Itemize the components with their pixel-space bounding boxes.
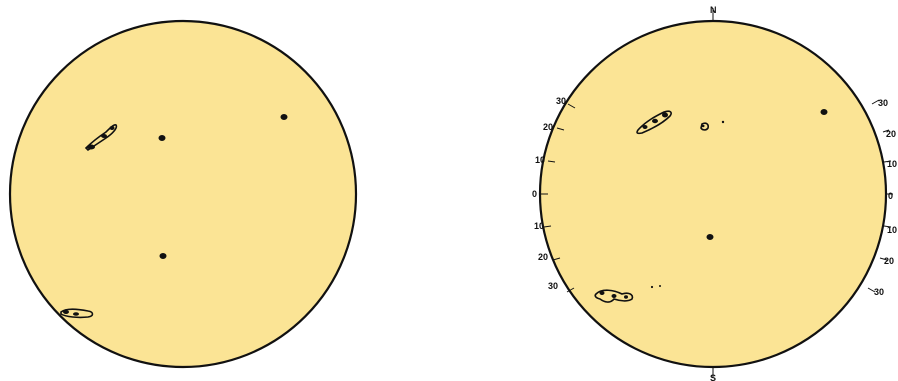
lat-label-left-2: 20 <box>543 122 553 132</box>
right-spot-group-lower <box>594 285 661 303</box>
lat-label-left-5: 10 <box>534 221 544 231</box>
lat-label-left-7: 30 <box>548 281 558 291</box>
right-spot-upper-right <box>820 109 828 115</box>
left-solar-disk <box>8 19 358 369</box>
lat-label-right-4: 0 <box>888 191 893 201</box>
lat-label-right-5: 10 <box>887 225 897 235</box>
lat-label-left-6: 20 <box>538 252 548 262</box>
lat-label-right-1: 30 <box>878 98 888 108</box>
lat-label-right-2: 20 <box>886 129 896 139</box>
left-spot-group-lower <box>60 308 94 319</box>
lat-label-right-7: 30 <box>874 287 884 297</box>
right-spot-small-upper <box>700 120 725 131</box>
lat-label-left-3: 10 <box>535 155 545 165</box>
right-solar-disk: N S 30 20 10 0 10 20 30 <box>532 5 897 381</box>
lat-label-left-4: 0 <box>532 189 537 199</box>
south-pole-label: S <box>710 373 716 381</box>
left-spot-center-upper <box>158 135 166 141</box>
left-spot-center-lower <box>159 253 167 259</box>
lat-label-right-3: 10 <box>887 159 897 169</box>
right-disk-circle <box>538 19 888 369</box>
left-latitude-scale: 30 20 10 0 10 20 30 <box>532 96 576 293</box>
left-spot-upper-right <box>280 114 288 120</box>
lat-label-left-1: 30 <box>556 96 566 106</box>
right-latitude-scale: 30 20 10 0 10 20 30 <box>867 98 897 297</box>
lat-label-right-6: 20 <box>884 256 894 266</box>
left-spot-group-upper <box>84 124 118 152</box>
left-disk-circle <box>8 19 358 369</box>
right-spot-center <box>706 234 714 240</box>
right-spot-group-upper <box>636 110 672 135</box>
north-pole-label: N <box>710 5 717 15</box>
